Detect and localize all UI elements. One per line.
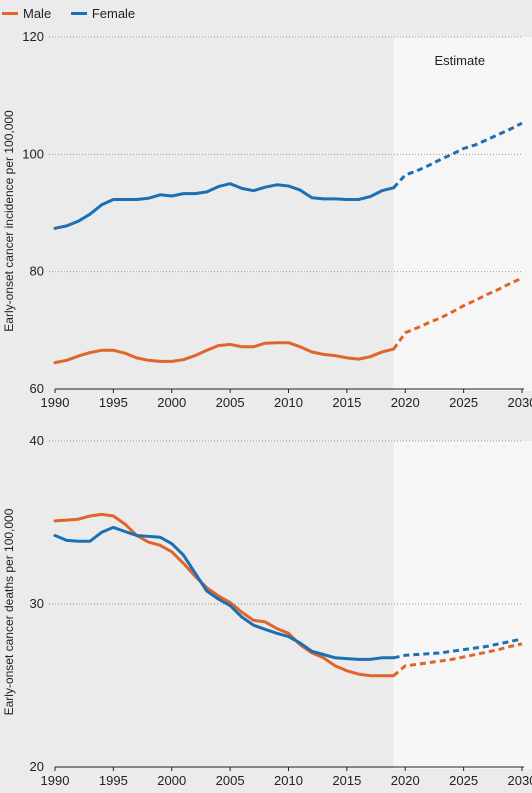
legend-label-male: Male <box>23 6 52 21</box>
x-tick-label: 2000 <box>157 395 186 410</box>
x-tick-label: 2025 <box>449 395 478 410</box>
legend-swatch-male <box>2 12 18 15</box>
legend-swatch-female <box>70 12 87 15</box>
estimate-label: Estimate <box>434 53 485 68</box>
x-tick-label: 2010 <box>274 773 303 788</box>
y-tick-label: 60 <box>30 381 44 396</box>
y-tick-label: 20 <box>30 759 44 774</box>
series-estimate-line-male <box>392 276 523 350</box>
x-tick-label: 2005 <box>216 773 245 788</box>
series-estimate-line-female <box>392 121 523 189</box>
y-tick-label: 40 <box>30 433 44 448</box>
y-tick-label: 30 <box>30 596 44 611</box>
series-line-male <box>53 341 396 365</box>
x-tick-label: 2020 <box>391 773 420 788</box>
series-line-male <box>53 512 396 678</box>
estimate-region <box>393 441 532 769</box>
y-tick-label: 100 <box>22 146 44 161</box>
x-tick-label: 1995 <box>99 773 128 788</box>
x-tick-label: 1990 <box>41 395 70 410</box>
legend-item-female: Female <box>69 6 135 21</box>
x-tick-label: 1995 <box>99 395 128 410</box>
series-estimate-line-female <box>393 637 523 660</box>
series-estimate-line-male <box>392 642 523 677</box>
x-tick-label: 2020 <box>391 395 420 410</box>
y-tick-label: 120 <box>22 29 44 44</box>
y-axis-label: Early-onset cancer deaths per 100,000 <box>2 508 16 715</box>
x-tick-label: 2025 <box>449 773 478 788</box>
x-tick-label: 2015 <box>332 773 361 788</box>
series-line-female <box>53 182 396 230</box>
legend-item-male: Male <box>0 6 51 21</box>
estimate-region <box>393 37 532 391</box>
x-tick-label: 2015 <box>332 395 361 410</box>
series-line-female <box>53 525 396 661</box>
chart-panel-1: Estimate 60 80 100 120 1990 1995 2000 2005 2010 20… <box>2 29 532 410</box>
x-tick-label: 2010 <box>274 395 303 410</box>
x-tick-label: 2000 <box>157 773 186 788</box>
y-axis-label: Early-onset cancer incidence per 100,000 <box>2 110 16 332</box>
legend: Male Female <box>0 3 149 21</box>
legend-label-female: Female <box>91 6 136 21</box>
x-tick-label: 1990 <box>41 773 70 788</box>
y-tick-label: 80 <box>30 264 44 279</box>
x-tick-label: 2005 <box>216 395 245 410</box>
